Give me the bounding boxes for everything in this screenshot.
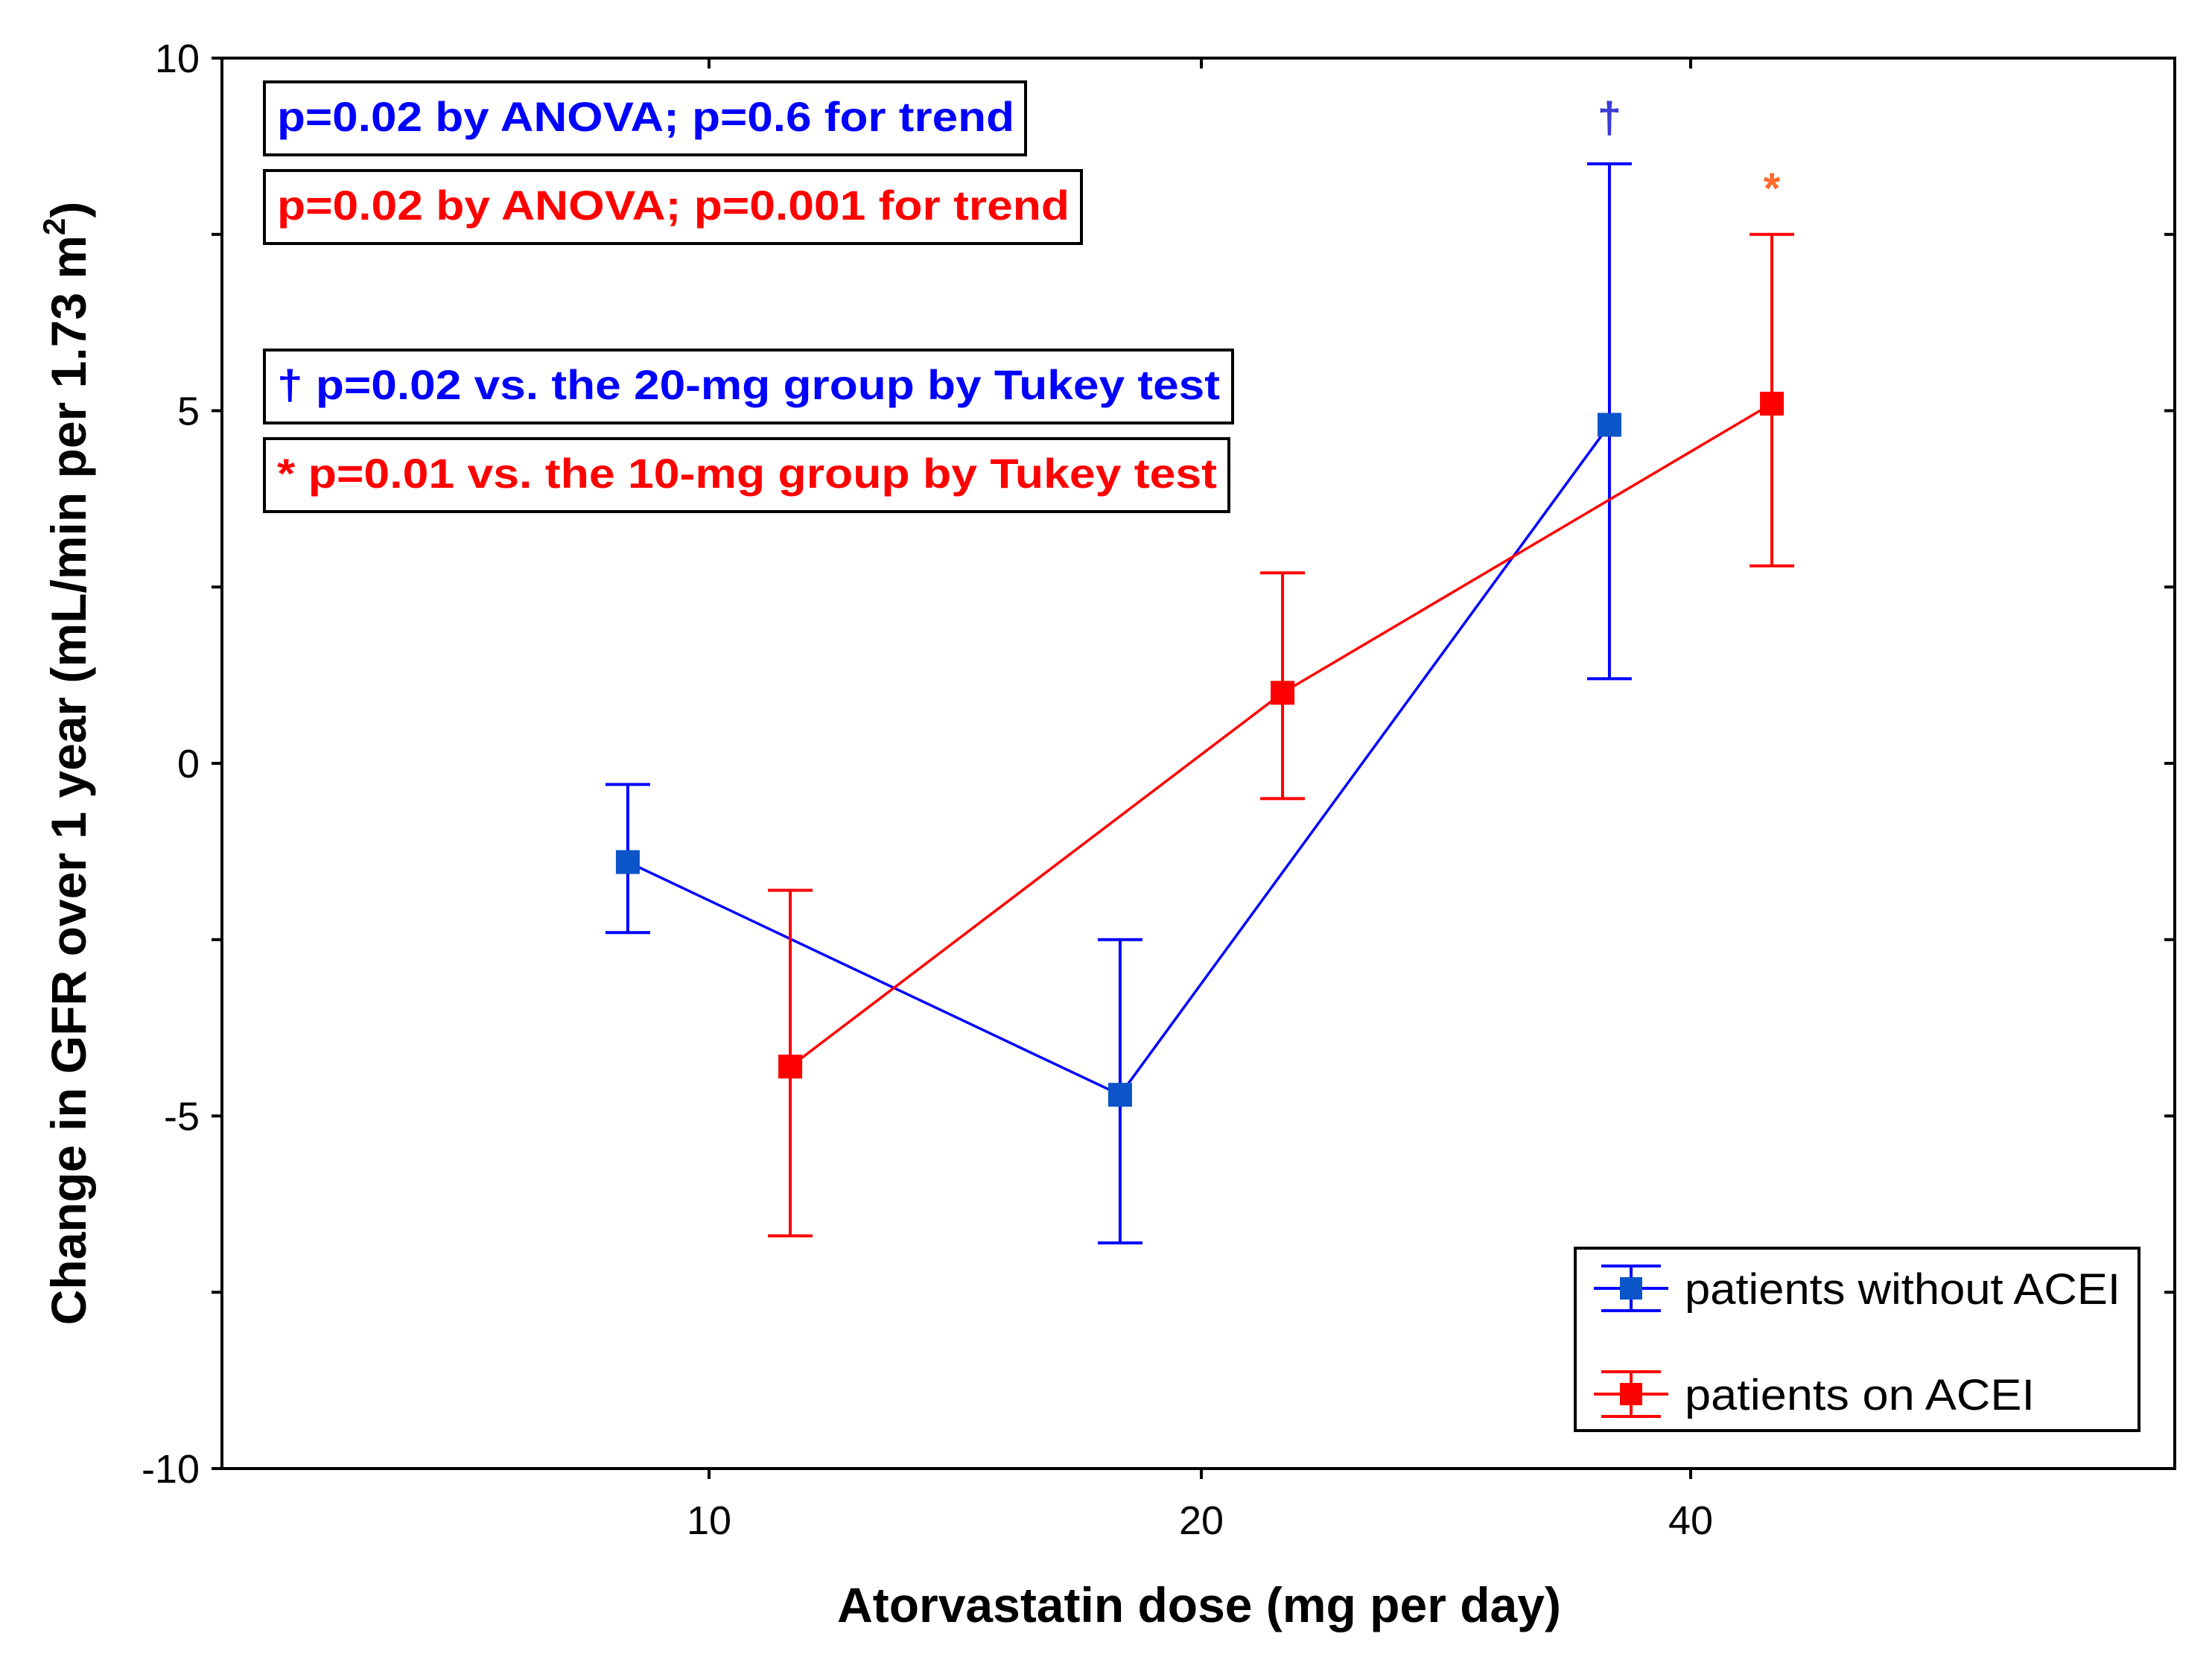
plot-frame [220,57,2176,1470]
series-on-acei: * [768,165,1795,1238]
series-without-acei: † [605,94,1632,1244]
x-tick-label: 10 [687,1498,731,1543]
annotation-tukey-without-acei: † p=0.02 vs. the 20-mg group by Tukey te… [277,361,1220,408]
legend-swatch-on-acei [1594,1370,1668,1418]
x-tick-label: 40 [1668,1498,1713,1543]
annotation-box-frame [263,349,1234,424]
annotation-box-tukey-without-acei: † p=0.02 vs. the 20-mg group by Tukey te… [263,349,1234,424]
legend-label-on-acei: patients on ACEI [1685,1371,2035,1419]
y-tick-label: 10 [155,36,200,81]
data-point [615,850,640,874]
legend-swatch-marker [1620,1383,1642,1405]
data-point [1107,1083,1132,1107]
y-tick-label: -5 [164,1095,200,1139]
y-axis-label-end: ) [41,202,96,218]
y-axis-label-sup: 2 [36,218,71,235]
annotation-box-frame [263,169,1083,245]
legend-frame [1574,1247,2141,1432]
annotation-box-frame [263,80,1027,156]
annotation-box-tukey-on-acei: * p=0.01 vs. the 10-mg group by Tukey te… [263,437,1230,513]
data-point [778,1055,803,1079]
legend-swatch-without-acei [1594,1265,1668,1312]
y-tick-label: 0 [177,742,200,786]
y-tick-label: 5 [177,389,200,434]
series-layer: †* [605,94,1795,1244]
x-axis-label: Atorvastatin dose (mg per day) [837,1577,1561,1632]
annotation-box-frame [263,437,1230,513]
annotation-anova-without-acei: p=0.02 by ANOVA; p=0.6 for trend [277,93,1014,140]
annotation-box-anova-on-acei: p=0.02 by ANOVA; p=0.001 for trend [263,169,1083,245]
x-axis: 10 20 40 [687,58,1713,1543]
data-point [1760,392,1784,416]
data-point [1597,413,1621,437]
annotation-anova-on-acei: p=0.02 by ANOVA; p=0.001 for trend [277,182,1070,229]
annotation-box-anova-without-acei: p=0.02 by ANOVA; p=0.6 for trend [263,80,1027,156]
significance-mark: † [1598,94,1621,142]
legend-swatch-marker [1620,1277,1642,1300]
y-tick-label: -10 [142,1447,200,1492]
annotation-tukey-on-acei: * p=0.01 vs. the 10-mg group by Tukey te… [277,450,1217,497]
legend-label-without-acei: patients without ACEI [1685,1265,2120,1314]
y-axis: 10 5 0 -5 -10 [142,36,2175,1492]
x-tick-label: 20 [1179,1498,1224,1543]
y-axis-label-main: Change in GFR over 1 year (mL/min per 1.… [41,235,96,1325]
data-point [1271,681,1295,705]
significance-mark: * [1764,165,1781,213]
y-axis-label: Change in GFR over 1 year (mL/min per 1.… [36,202,96,1326]
legend: patients without ACEI patients on ACEI [1574,1247,2141,1432]
